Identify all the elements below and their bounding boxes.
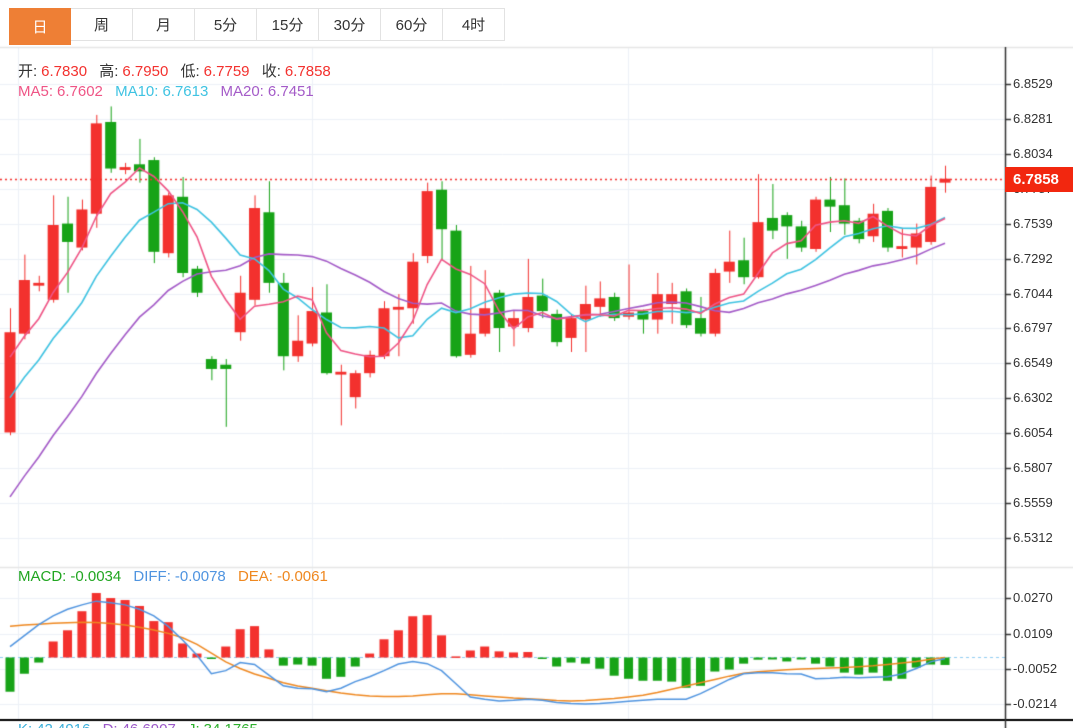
macd-axis-label: -0.0052 xyxy=(1013,660,1058,676)
tab-4hour[interactable]: 4时 xyxy=(443,8,505,41)
ma10-value: 6.7613 xyxy=(162,83,209,100)
timeframe-toolbar: 日 周 月 5分 15分 30分 60分 4时 xyxy=(9,8,505,45)
tab-day[interactable]: 日 xyxy=(9,8,71,45)
kdj-legend: K: 42.4916 D: 46.6907 J: 34.1765 xyxy=(18,721,266,728)
price-axis-label: 6.5559 xyxy=(1013,495,1053,511)
tab-week[interactable]: 周 xyxy=(71,8,133,41)
ohlc-legend: 开: 6.7830 高: 6.7950 低: 6.7759 收: 6.7858 xyxy=(18,60,339,81)
kdj-j-label: J: xyxy=(188,721,200,728)
price-axis-label: 6.5807 xyxy=(1013,460,1053,476)
price-axis-label: 6.6302 xyxy=(1013,390,1053,406)
price-axis-label: 6.6549 xyxy=(1013,355,1053,371)
tab-30min[interactable]: 30分 xyxy=(319,8,381,41)
open-value: 6.7830 xyxy=(41,63,88,80)
price-axis-label: 6.7044 xyxy=(1013,285,1053,301)
price-axis-label: 6.7539 xyxy=(1013,215,1053,231)
diff-label: DIFF: xyxy=(133,568,171,585)
price-axis-label: 6.8034 xyxy=(1013,145,1053,161)
ma-legend: MA5: 6.7602 MA10: 6.7613 MA20: 6.7451 xyxy=(18,83,322,100)
price-axis-label: 6.8281 xyxy=(1013,111,1053,126)
kdj-d-value: 46.6907 xyxy=(122,721,176,728)
high-value: 6.7950 xyxy=(122,63,169,80)
tab-month[interactable]: 月 xyxy=(133,8,195,41)
kdj-d-label: D: xyxy=(103,721,118,728)
macd-label: MACD: xyxy=(18,568,67,585)
ma5-value: 6.7602 xyxy=(57,83,103,100)
price-axis-label: 6.6797 xyxy=(1013,320,1053,336)
diff-value: -0.0078 xyxy=(174,568,226,585)
price-axis-label: 6.7292 xyxy=(1013,250,1053,266)
price-axis-label: 6.6054 xyxy=(1013,425,1053,441)
low-label: 低: xyxy=(180,63,200,80)
kdj-k-value: 42.4916 xyxy=(36,721,90,728)
ma20-value: 6.7451 xyxy=(267,83,314,100)
macd-value: -0.0034 xyxy=(70,568,122,585)
low-value: 6.7759 xyxy=(203,63,250,80)
price-axis-label: 6.5312 xyxy=(1013,530,1053,545)
tab-5min[interactable]: 5分 xyxy=(195,8,257,41)
ma5-label: MA5: xyxy=(18,83,54,100)
kdj-j-value: 34.1765 xyxy=(204,721,258,728)
macd-legend: MACD: -0.0034 DIFF: -0.0078 DEA: -0.0061 xyxy=(18,568,336,585)
price-axis-label: 6.8529 xyxy=(1013,76,1053,91)
dea-value: -0.0061 xyxy=(276,568,328,585)
current-price-tag: 6.7858 xyxy=(1005,166,1073,192)
macd-axis-label: 0.0270 xyxy=(1013,590,1053,606)
dea-label: DEA: xyxy=(237,568,273,585)
close-value: 6.7858 xyxy=(284,63,331,80)
tab-60min[interactable]: 60分 xyxy=(381,8,443,41)
tab-15min[interactable]: 15分 xyxy=(257,8,319,41)
high-label: 高: xyxy=(99,63,119,80)
close-label: 收: xyxy=(261,63,281,80)
kdj-k-label: K: xyxy=(18,721,32,728)
ma10-label: MA10: xyxy=(115,83,159,100)
open-label: 开: xyxy=(18,63,38,80)
ma20-label: MA20: xyxy=(220,83,264,100)
macd-axis-label: -0.0214 xyxy=(1013,696,1058,712)
macd-axis-label: 0.0109 xyxy=(1013,625,1053,641)
